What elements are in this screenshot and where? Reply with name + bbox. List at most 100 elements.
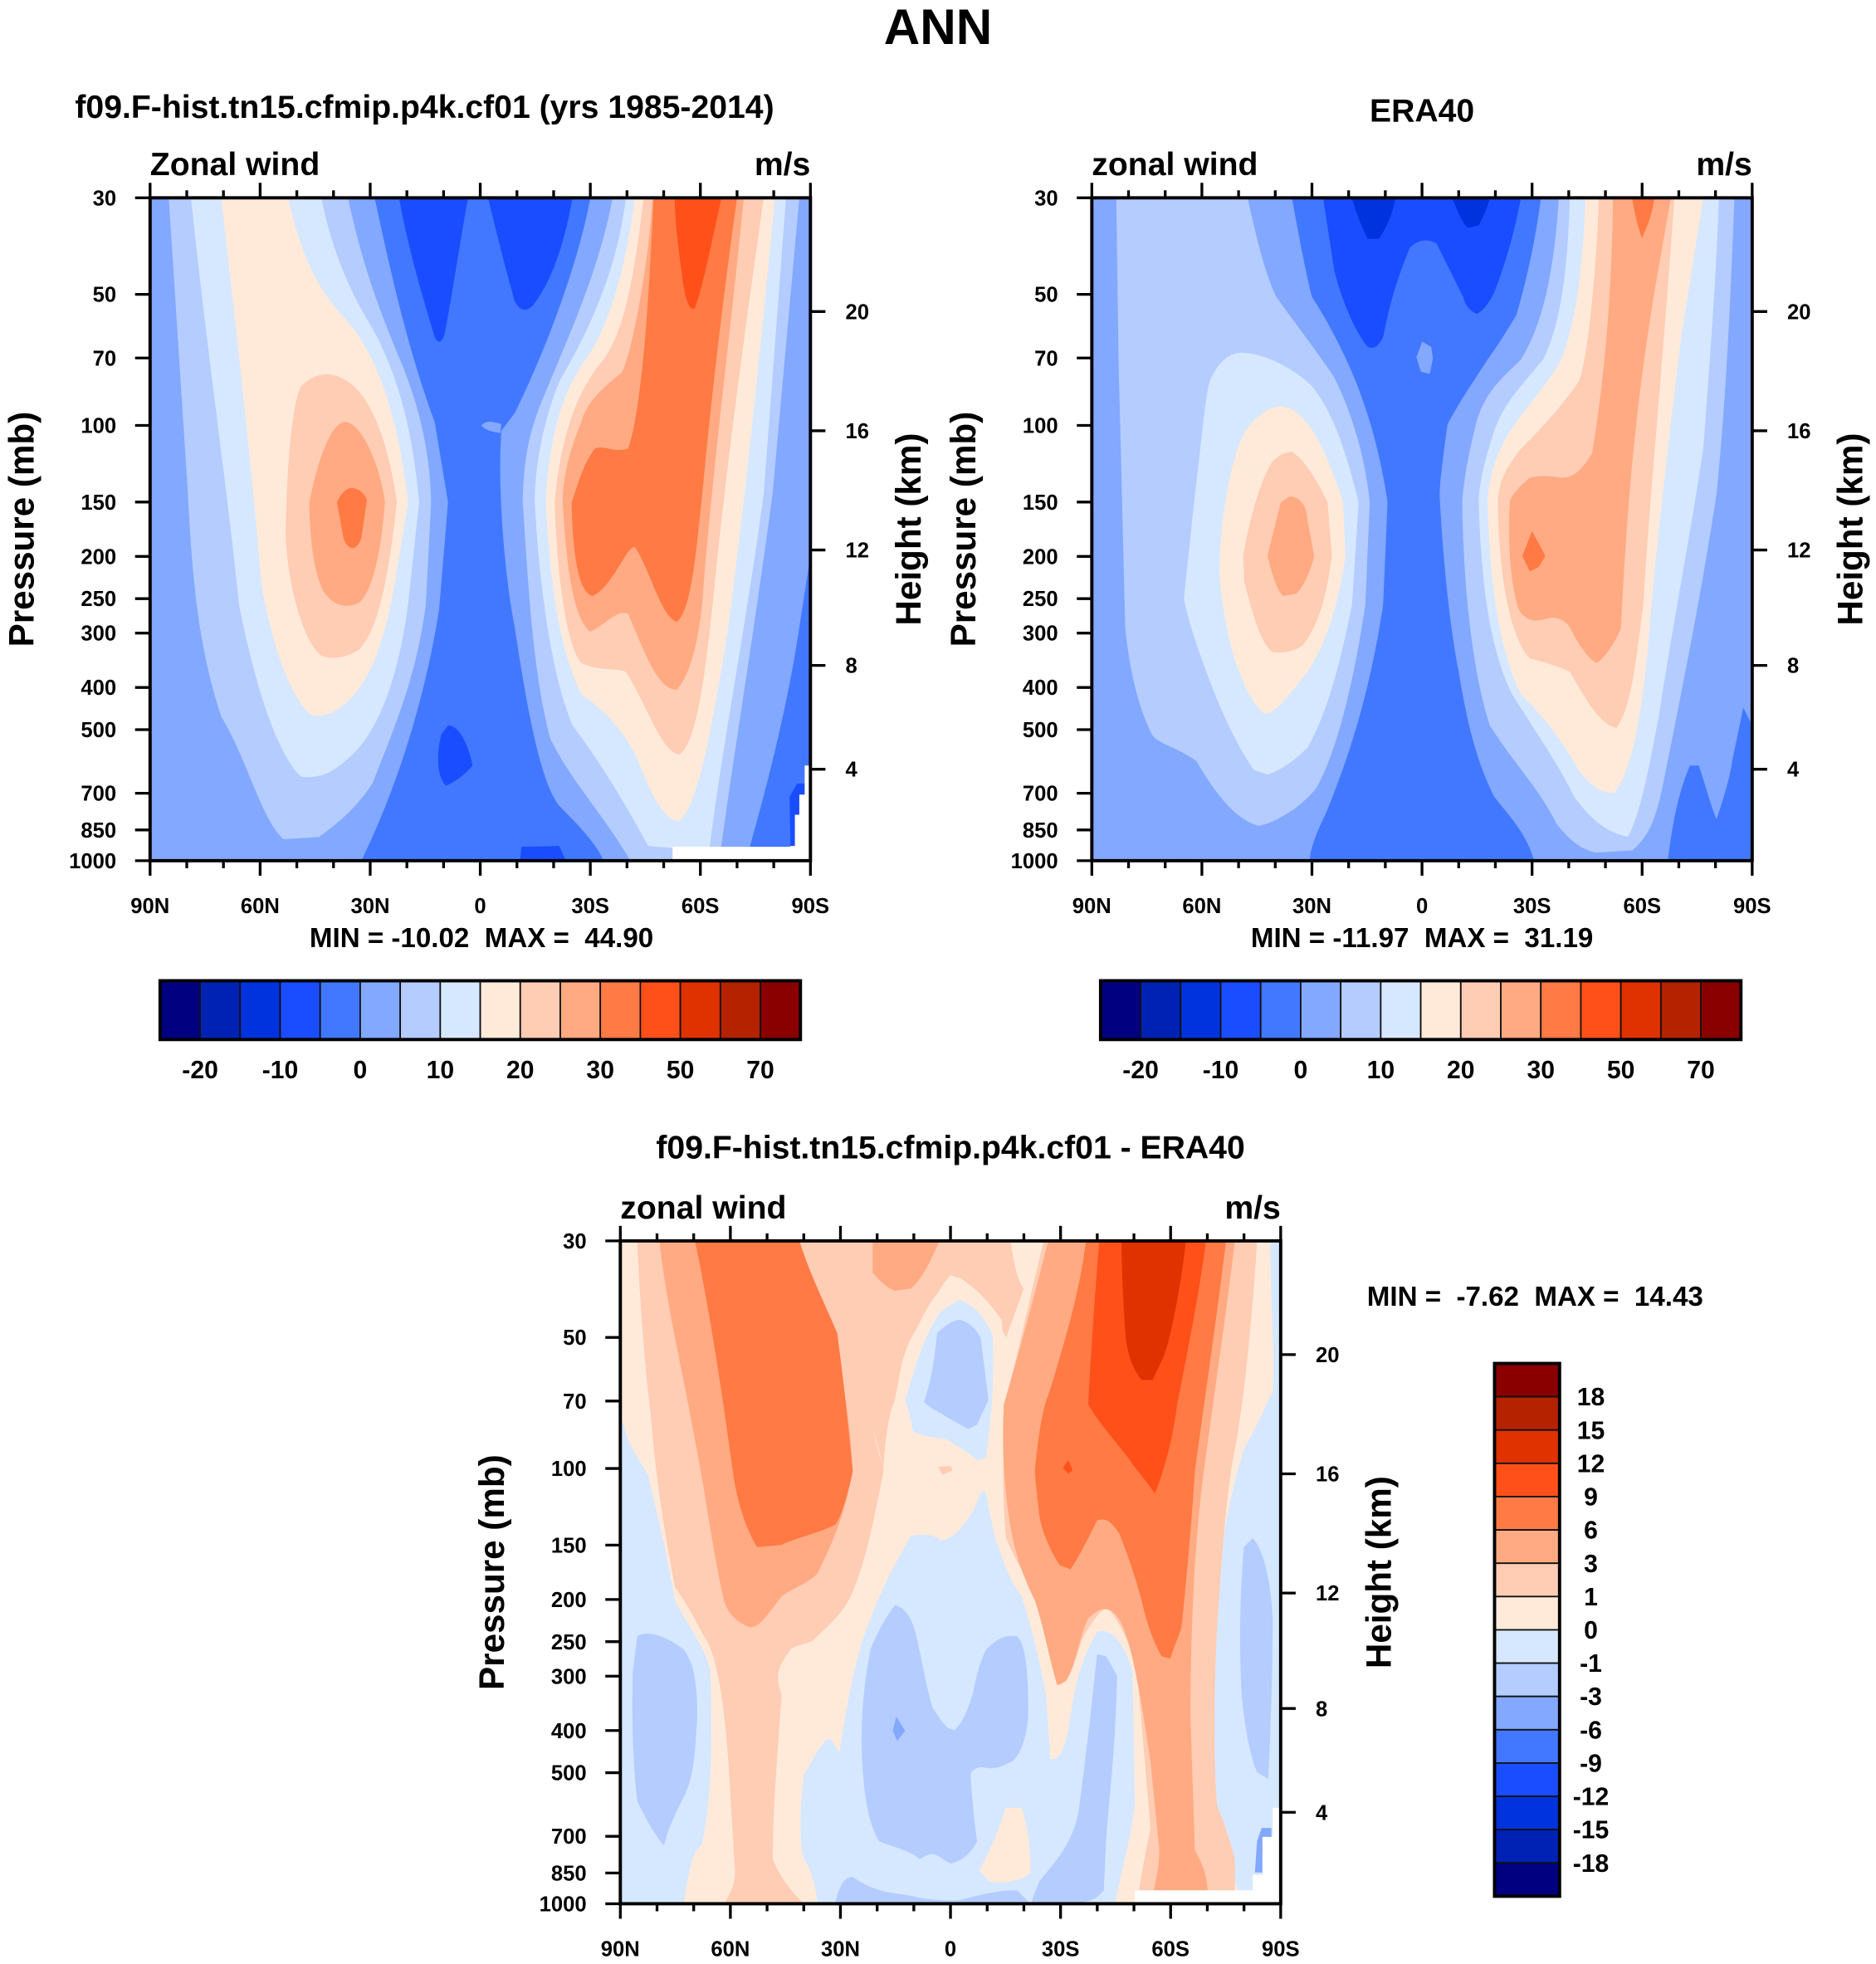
contour-band: [1452, 198, 1490, 228]
colorbar-box: [1493, 1829, 1561, 1864]
height-tick-label: 12: [846, 540, 869, 563]
height-tick-label: 16: [1787, 420, 1811, 443]
y-axis-title: Pressure (mb): [472, 1454, 511, 1690]
y-tick-label: 300: [1023, 623, 1058, 646]
height-tick-label: 4: [1316, 1801, 1328, 1825]
y-axis-right-title: Height (km): [1830, 433, 1869, 626]
panel2-axes: 90N 60N 30N 0 30S 60S 90S 30 50 70 100 150 200 250 300…: [944, 183, 1869, 918]
y-tick-label: 30: [1034, 187, 1058, 210]
contour-band: [938, 1466, 953, 1475]
colorbar-box: [1493, 1695, 1561, 1731]
y-tick-label: 70: [1034, 347, 1058, 370]
colorbar-box: [519, 980, 561, 1041]
contour-band: [861, 1605, 1028, 1864]
panel2-variable: zonal wind: [1092, 147, 1258, 183]
height-tick-label: 4: [846, 759, 858, 782]
colorbar-box: [1380, 980, 1422, 1041]
colorbar-box: [1140, 980, 1182, 1041]
colorbar-box: [159, 980, 201, 1041]
height-tick-label: 8: [1787, 655, 1799, 678]
x-tick-label: 30S: [1513, 895, 1551, 918]
colorbar-box: [1493, 1429, 1561, 1464]
x-tick-label: 30S: [1042, 1938, 1080, 1962]
panel3-title: f09.F-hist.tn15.cfmip.p4k.cf01 - ERA40: [656, 1130, 1244, 1165]
x-tick-label: 90N: [601, 1938, 640, 1962]
y-tick-label: 300: [551, 1665, 587, 1688]
contour-band: [487, 198, 573, 310]
colorbar-box: [1493, 1362, 1561, 1398]
y-tick-label: 1000: [540, 1893, 587, 1916]
contour-band: [872, 1240, 940, 1292]
colorbar-panel3: 18 15 12 9 6 3 1 0 -1 -3 -6 -9 -12 -15 -18: [1492, 1361, 1610, 1898]
panel3-contours: [620, 1240, 1281, 1904]
panel1-units: m/s: [755, 147, 810, 183]
panel1-stats: MIN = -10.02 MAX = 44.90: [310, 923, 653, 954]
colorbar-box: [479, 980, 521, 1041]
colorbar-box: [1493, 1795, 1561, 1831]
contour-band: [1416, 341, 1434, 374]
contour-band: [1351, 198, 1396, 239]
contour-band: [1632, 198, 1654, 238]
colorbar-box: [1180, 980, 1222, 1041]
colorbar-box: [1493, 1862, 1561, 1898]
colorbar-label: -6: [1580, 1717, 1602, 1744]
y-tick-label: 850: [81, 819, 116, 843]
height-tick-label: 12: [1316, 1582, 1340, 1605]
colorbar-box: [599, 980, 642, 1041]
colorbar-box: [1493, 1629, 1561, 1664]
y-tick-label: 200: [551, 1589, 587, 1612]
y-axis-title: Pressure (mb): [2, 412, 42, 647]
colorbar-label: 0: [1584, 1617, 1598, 1644]
x-tick-label: 0: [945, 1938, 956, 1962]
panel2-units: m/s: [1696, 147, 1751, 183]
contour-band: [674, 198, 722, 309]
x-tick-label: 60S: [682, 895, 720, 918]
y-axis-right-title: Height (km): [1359, 1476, 1398, 1668]
y-tick-label: 1000: [69, 850, 116, 873]
panel3-units: m/s: [1224, 1190, 1280, 1226]
colorbar-label: 20: [506, 1057, 535, 1084]
colorbar-box: [1459, 980, 1502, 1041]
colorbar-box: [639, 980, 682, 1041]
colorbar-box: [1493, 1562, 1561, 1598]
x-tick-label: 60N: [711, 1938, 750, 1962]
colorbar-label: 10: [1367, 1057, 1395, 1084]
missing-data: [672, 765, 811, 861]
colorbar-label: 30: [1527, 1057, 1555, 1084]
colorbar-label: 0: [1294, 1057, 1308, 1084]
panel1-axes: 90N 60N 30N 0 30S 60S 90S 30 50 70 100 150 200 250 300…: [2, 183, 928, 918]
x-tick-label: 30N: [350, 895, 389, 918]
x-tick-label: 60N: [241, 895, 280, 918]
x-tick-label: 30N: [821, 1938, 860, 1962]
colorbar-label: 3: [1584, 1551, 1598, 1578]
colorbar-label: 70: [1687, 1057, 1715, 1084]
height-tick-label: 16: [1316, 1463, 1340, 1487]
contour-band: [1267, 496, 1315, 596]
colorbar-box: [1540, 980, 1582, 1041]
contour-band: [1063, 1460, 1073, 1474]
colorbar-box: [559, 980, 602, 1041]
axes-layer: 90N 60N 30N 0 30S 60S 90S305070100150200250300…: [2, 183, 1869, 1962]
y-tick-label: 150: [1023, 491, 1058, 515]
colorbar-box: [239, 980, 281, 1041]
colorbar-box: [1500, 980, 1542, 1041]
y-tick-label: 150: [551, 1534, 587, 1557]
contour-band: [979, 1807, 1031, 1883]
y-tick-label: 70: [93, 347, 117, 370]
panel1-contours: [149, 198, 811, 861]
x-tick-label: 30S: [571, 895, 609, 918]
panel2-title: ERA40: [1370, 93, 1474, 129]
x-tick-label: 90N: [130, 895, 169, 918]
colorbar-label: -12: [1573, 1784, 1610, 1811]
colorbar-frame: [158, 979, 803, 1042]
x-tick-label: 0: [474, 895, 486, 918]
contour-band: [1121, 1240, 1186, 1380]
height-tick-label: 20: [1316, 1344, 1340, 1367]
colorbar-panel1: -20 -10 0 10 20 30 50 70: [158, 979, 803, 1084]
y-tick-label: 700: [551, 1825, 587, 1849]
colorbar-box: [1493, 1762, 1561, 1797]
x-tick-label: 90S: [1733, 895, 1771, 918]
colorbar-label: -20: [182, 1057, 218, 1084]
colorbar-label: 20: [1447, 1057, 1475, 1084]
